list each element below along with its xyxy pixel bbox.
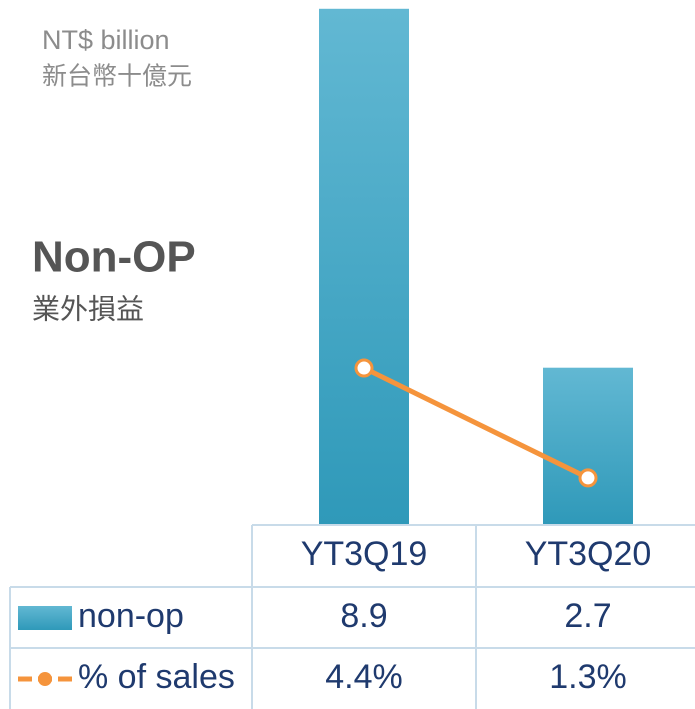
table-value: 1.3% [549, 658, 627, 696]
column-header: YT3Q19 [301, 535, 428, 573]
row-label: non-op [78, 597, 184, 635]
table-grid [9, 524, 695, 709]
legend-dot [38, 672, 52, 686]
unit-label: NT$ billion [42, 25, 170, 55]
bar [319, 8, 409, 525]
table-value: 2.7 [564, 597, 611, 635]
legend-swatch [18, 606, 72, 630]
table-value: 8.9 [340, 597, 387, 635]
chart-subtitle: 業外損益 [32, 293, 144, 324]
line-point [354, 358, 374, 378]
unit-label-zh: 新台幣十億元 [42, 63, 192, 91]
table-value: 4.4% [325, 658, 403, 696]
chart-title: Non-OP [32, 233, 196, 282]
row-label: % of sales [78, 658, 235, 696]
line [362, 365, 590, 481]
line-point [578, 468, 598, 488]
bar [543, 367, 633, 524]
column-header: YT3Q20 [525, 535, 652, 573]
